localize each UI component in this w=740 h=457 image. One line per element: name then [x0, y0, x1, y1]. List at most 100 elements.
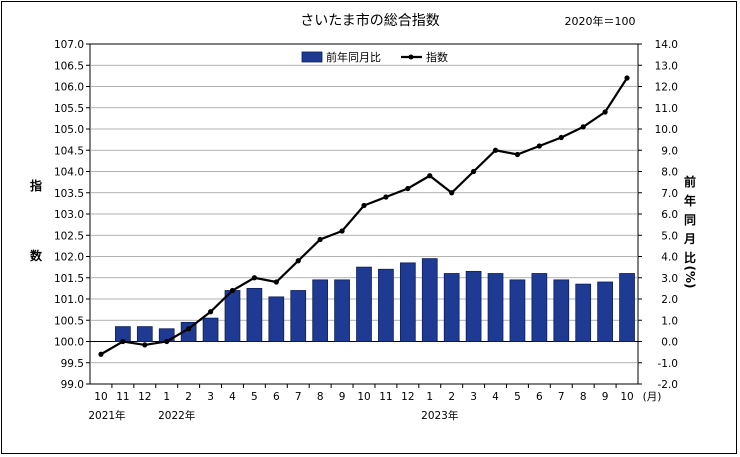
bar [421, 258, 438, 342]
right-tick-label: 1.0 [661, 315, 678, 327]
right-tick-label: 5.0 [661, 230, 678, 242]
x-tick-label: 4 [229, 391, 236, 403]
x-tick-label: 6 [273, 391, 280, 403]
bar [356, 266, 372, 342]
right-tick-label: 4.0 [661, 252, 678, 264]
legend-line-marker [408, 54, 414, 60]
right-tick-label: 12.0 [655, 82, 678, 94]
left-tick-label: 101.5 [54, 273, 84, 285]
right-axis-label: 前 [684, 174, 696, 189]
index-point [383, 194, 389, 200]
bar [246, 287, 263, 342]
index-point [164, 338, 170, 345]
left-tick-label: 99.5 [61, 358, 84, 370]
right-axis-label: (%) [683, 266, 697, 289]
left-tick-label: 104.0 [54, 167, 84, 179]
index-point [251, 275, 257, 281]
legend-bar-label: 前年同月比 [326, 50, 381, 64]
x-tick-label: 12 [401, 391, 414, 403]
x-tick-label: 8 [317, 391, 324, 403]
right-tick-label: -1.0 [658, 358, 679, 370]
left-tick-label: 100.5 [54, 315, 84, 327]
index-point [580, 124, 586, 130]
right-tick-label: 10.0 [655, 124, 678, 136]
bar [443, 273, 460, 342]
x-tick-label: 1 [426, 391, 433, 403]
right-tick-label: 9.0 [661, 145, 678, 157]
bar [202, 317, 219, 342]
x-tick-label: 10 [620, 391, 633, 403]
x-tick-label: 10 [357, 391, 370, 403]
x-tick-label: 5 [514, 391, 521, 403]
bar [224, 290, 241, 342]
left-tick-label: 99.0 [61, 379, 84, 391]
index-point [98, 351, 104, 357]
index-point [361, 202, 367, 209]
index-point [471, 168, 477, 175]
x-tick-label: 11 [379, 391, 392, 403]
axes: 99.099.5100.0100.5101.0101.5102.0102.510… [30, 39, 697, 422]
chart-title: さいたま市の総合指数 [300, 12, 440, 29]
index-point [602, 109, 608, 115]
left-axis-label: 指 [30, 178, 42, 193]
bar [312, 279, 329, 342]
index-point [207, 309, 214, 315]
x-tick-label: 7 [558, 391, 565, 403]
bar [465, 270, 482, 342]
base-year-note: 2020年＝100 [565, 14, 636, 28]
right-tick-label: 13.0 [655, 60, 678, 72]
right-tick-label: 11.0 [655, 103, 678, 115]
bar [399, 262, 416, 342]
x-tick-label: 3 [470, 391, 477, 403]
x-tick-label: 8 [580, 391, 587, 403]
bar-series [115, 258, 635, 342]
bar [136, 326, 153, 342]
left-tick-label: 107.0 [54, 39, 84, 51]
left-axis-label: 数 [30, 248, 43, 263]
right-tick-label: 6.0 [661, 209, 678, 221]
line-series [98, 75, 630, 357]
index-point [536, 143, 542, 149]
x-tick-label: 9 [602, 391, 609, 403]
x-tick-label: 7 [295, 391, 302, 403]
left-tick-label: 106.5 [54, 60, 84, 72]
index-point [449, 190, 455, 196]
left-tick-label: 102.0 [54, 252, 84, 264]
bar [378, 268, 394, 342]
index-point [273, 279, 279, 285]
bar [619, 273, 635, 342]
x-tick-label: 4 [492, 391, 499, 403]
legend-line-label: 指数 [426, 50, 448, 64]
index-point [317, 236, 323, 243]
left-tick-label: 103.0 [54, 209, 84, 221]
right-tick-label: 7.0 [661, 188, 678, 200]
x-tick-label: 10 [94, 391, 107, 403]
legend-bar-swatch [301, 51, 323, 63]
bar [268, 296, 285, 342]
x-tick-label: 3 [207, 391, 214, 403]
right-axis-label: 比 [684, 250, 696, 265]
year-label: 2023年 [421, 409, 458, 422]
index-point [229, 287, 236, 294]
x-tick-label: 12 [138, 391, 151, 403]
right-tick-label: 14.0 [655, 39, 678, 51]
year-label: 2021年 [88, 409, 125, 422]
right-tick-label: 3.0 [661, 273, 678, 285]
bar [290, 290, 307, 342]
x-tick-label: 2 [448, 391, 455, 403]
bar [553, 279, 570, 342]
right-tick-label: -2.0 [658, 379, 679, 391]
index-point [120, 338, 126, 345]
left-tick-label: 102.5 [54, 230, 84, 242]
left-tick-label: 104.5 [54, 145, 84, 157]
index-point [624, 75, 630, 81]
index-point [405, 185, 411, 192]
index-point [514, 151, 521, 158]
index-point [186, 326, 192, 332]
right-tick-label: 0.0 [661, 337, 678, 349]
year-label: 2022年 [158, 409, 195, 422]
right-tick-label: 2.0 [661, 294, 678, 306]
index-point [558, 134, 564, 141]
left-tick-label: 100.0 [54, 337, 84, 349]
legend: 前年同月比 指数 [301, 50, 448, 64]
